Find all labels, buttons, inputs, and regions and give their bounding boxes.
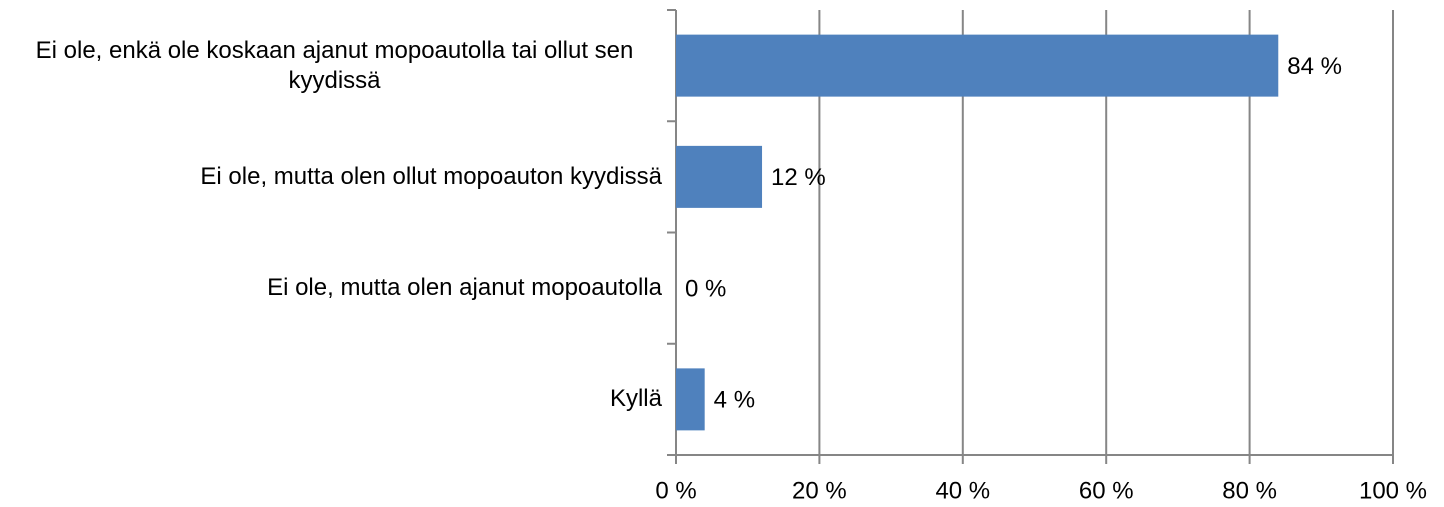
- y-tick-label: Kyllä: [0, 359, 662, 439]
- bar: [676, 368, 705, 431]
- data-label: 0 %: [685, 275, 726, 302]
- x-tick-label: 80 %: [1222, 477, 1277, 504]
- x-tick-label: 20 %: [792, 477, 847, 504]
- data-label: 4 %: [714, 387, 755, 414]
- category-text: Ei ole, enkä ole koskaan ajanut mopoauto…: [35, 36, 634, 94]
- data-label: 84 %: [1287, 53, 1342, 80]
- x-tick-label: 60 %: [1079, 477, 1134, 504]
- y-tick-label: Ei ole, mutta olen ajanut mopoautolla: [0, 248, 662, 328]
- category-text: Ei ole, mutta olen ollut mopoauton kyydi…: [200, 162, 662, 190]
- y-tick-label: Ei ole, enkä ole koskaan ajanut mopoauto…: [0, 26, 662, 106]
- bar: [676, 145, 763, 208]
- x-tick-label: 100 %: [1359, 477, 1427, 504]
- data-label: 12 %: [771, 164, 826, 191]
- x-tick-label: 40 %: [935, 477, 990, 504]
- category-text: Ei ole, mutta olen ajanut mopoautolla: [267, 274, 662, 302]
- y-tick-label: Ei ole, mutta olen ollut mopoauton kyydi…: [0, 137, 662, 217]
- x-tick-label: 0 %: [655, 477, 696, 504]
- bar: [676, 34, 1279, 97]
- category-text: Kyllä: [609, 385, 662, 413]
